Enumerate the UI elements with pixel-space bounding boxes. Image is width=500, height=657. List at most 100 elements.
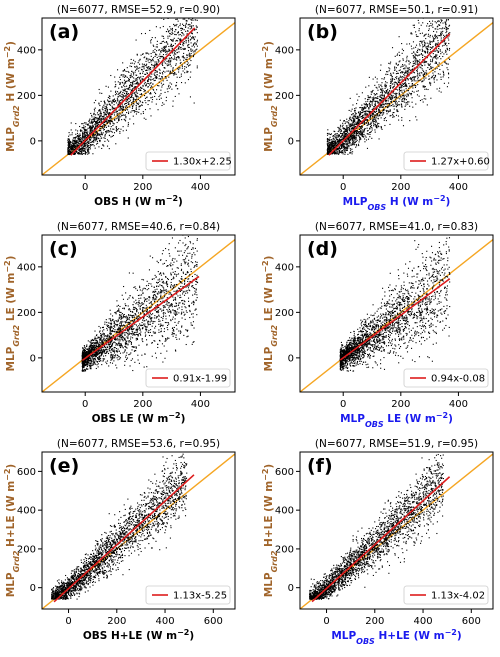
scatter-point <box>352 113 354 115</box>
scatter-point <box>163 50 165 52</box>
scatter-point <box>407 101 409 103</box>
scatter-point <box>67 139 69 141</box>
scatter-point <box>380 112 382 114</box>
scatter-point <box>329 149 331 151</box>
panel-label: (a) <box>49 21 79 43</box>
scatter-point <box>381 98 383 100</box>
scatter-point <box>424 73 426 76</box>
scatter-point <box>402 125 405 127</box>
scatter-point <box>139 316 141 318</box>
scatter-point <box>352 121 354 123</box>
scatter-point <box>349 97 351 99</box>
scatter-point <box>429 24 431 27</box>
scatter-point <box>415 34 417 36</box>
scatter-point <box>438 24 440 26</box>
scatter-point <box>138 106 140 108</box>
scatter-point <box>331 143 333 145</box>
scatter-point <box>124 334 126 336</box>
scatter-point <box>353 118 355 120</box>
scatter-point <box>349 134 351 136</box>
scatter-point <box>109 119 111 121</box>
scatter-point <box>84 135 86 138</box>
scatter-point <box>129 65 131 67</box>
scatter-point <box>371 101 374 103</box>
scatter-point <box>109 327 111 329</box>
scatter-point <box>109 117 111 119</box>
scatter-point <box>184 62 186 64</box>
scatter-point <box>355 107 357 109</box>
scatter-point <box>136 96 138 98</box>
scatter-point <box>326 151 328 153</box>
scatter-point <box>101 133 103 135</box>
scatter-point <box>348 139 350 141</box>
scatter-point <box>349 123 351 125</box>
scatter-point <box>427 88 429 91</box>
scatter-point <box>115 110 117 112</box>
scatter-point <box>189 76 191 78</box>
scatter-point <box>105 126 107 128</box>
scatter-point <box>423 40 425 42</box>
scatter-point <box>131 85 133 87</box>
scatter-point <box>110 128 112 130</box>
scatter-point <box>183 48 185 51</box>
scatter-point <box>390 98 392 100</box>
scatter-point <box>184 48 186 50</box>
scatter-point <box>357 120 359 122</box>
scatter-point <box>418 72 421 74</box>
scatter-point <box>154 61 156 63</box>
scatter-point <box>447 37 449 39</box>
scatter-point <box>335 145 337 147</box>
scatter-point <box>184 47 186 50</box>
scatter-point <box>166 350 168 352</box>
scatter-point <box>355 113 357 115</box>
scatter-point <box>362 112 364 114</box>
scatter-point <box>400 66 402 68</box>
scatter-point <box>143 68 145 70</box>
scatter-point <box>121 103 123 105</box>
scatter-point <box>383 94 385 96</box>
scatter-point <box>363 103 365 105</box>
scatter-point <box>94 140 96 142</box>
scatter-point <box>404 68 406 70</box>
scatter-point <box>436 67 438 69</box>
scatter-point <box>346 121 348 123</box>
scatter-point <box>374 125 376 127</box>
scatter-point <box>169 35 171 37</box>
scatter-point <box>393 111 395 114</box>
scatter-point <box>423 73 425 75</box>
scatter-point <box>82 139 84 141</box>
scatter-point <box>363 131 365 133</box>
scatter-point <box>399 98 401 100</box>
scatter-point <box>113 323 115 325</box>
scatter-point <box>431 20 434 22</box>
scatter-point <box>104 137 106 139</box>
scatter-point <box>158 81 160 83</box>
scatter-point <box>119 358 121 360</box>
scatter-point <box>176 18 178 20</box>
x-axis-label: MLPOBS H (W m−2) <box>343 194 451 212</box>
scatter-point <box>399 94 401 96</box>
scatter-point <box>348 143 350 145</box>
scatter-point <box>163 47 165 49</box>
scatter-point <box>444 61 446 63</box>
scatter-point <box>348 145 350 147</box>
scatter-point <box>191 37 193 39</box>
scatter-point <box>399 81 401 83</box>
scatter-point <box>431 23 434 25</box>
scatter-point <box>432 69 434 71</box>
scatter-point <box>132 105 134 107</box>
scatter-point <box>91 116 93 118</box>
scatter-point <box>108 134 110 136</box>
scatter-point <box>129 77 131 79</box>
scatter-point <box>128 103 130 105</box>
scatter-point <box>136 311 138 313</box>
scatter-point <box>194 19 196 21</box>
scatter-point <box>132 81 134 83</box>
scatter-point <box>96 121 98 124</box>
scatter-point <box>180 27 182 29</box>
scatter-point <box>196 16 197 17</box>
scatter-point <box>147 58 149 60</box>
scatter-point <box>159 298 161 300</box>
scatter-point <box>129 317 131 319</box>
scatter-point <box>423 61 425 63</box>
